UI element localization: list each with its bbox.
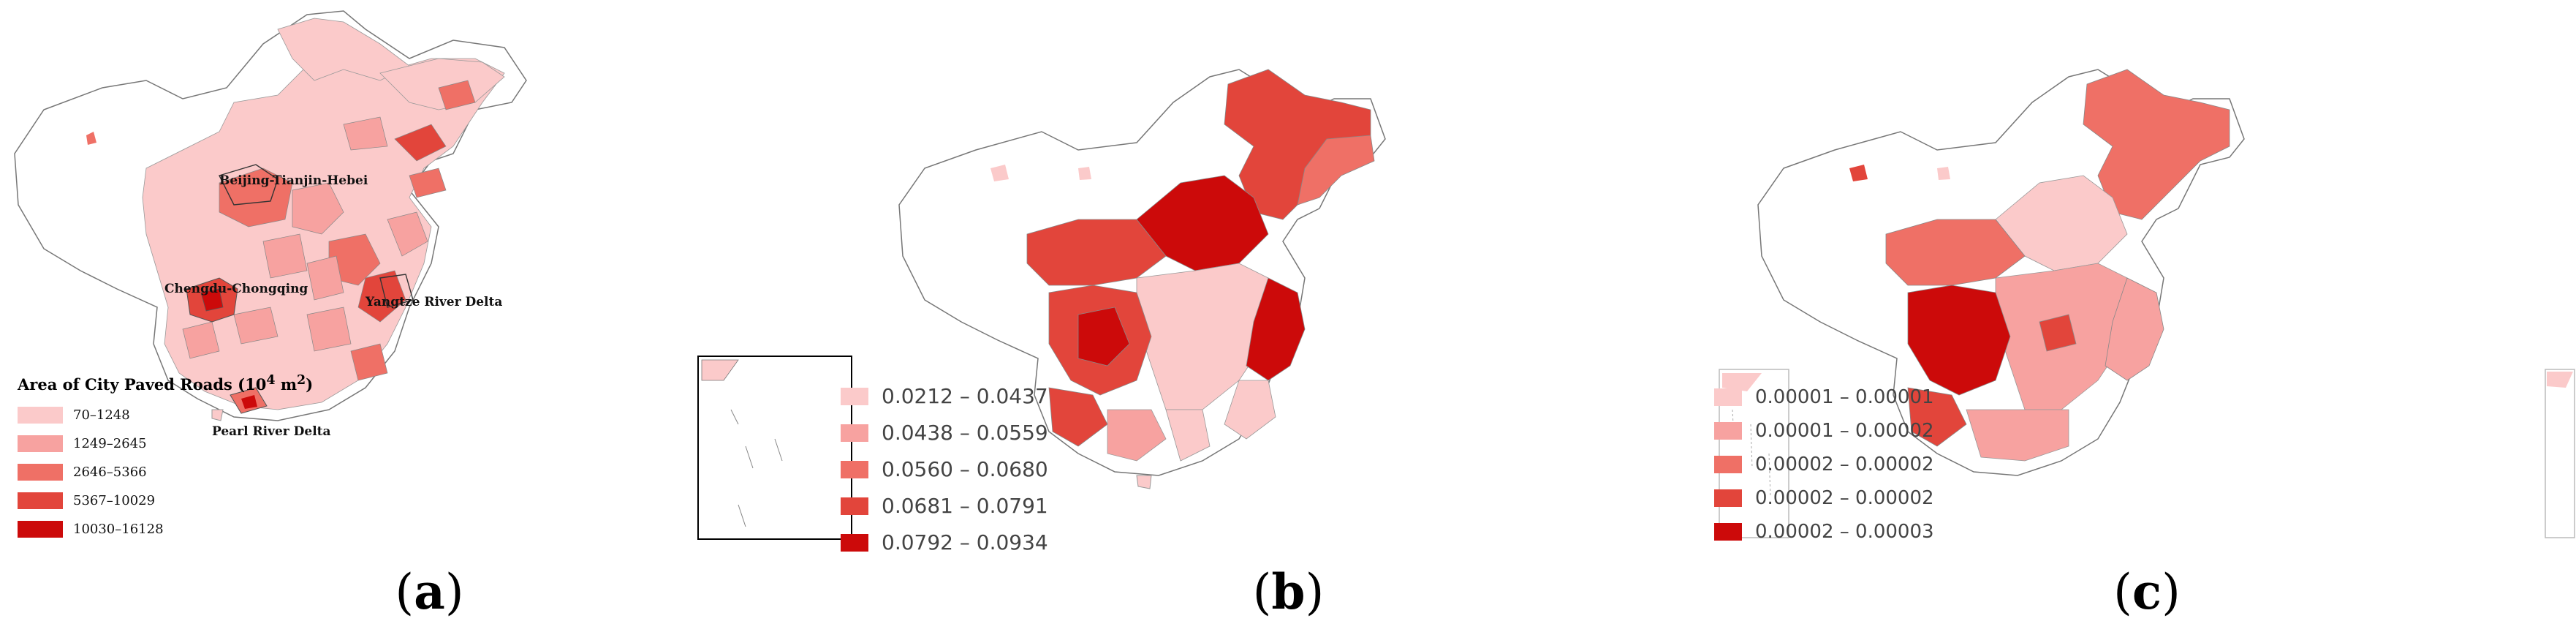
legend-item: 5367–10029 [18, 492, 313, 509]
legend-title-a: Area of City Paved Roads (104 m2) [18, 373, 314, 394]
caption-c: (c) [2113, 563, 2181, 620]
legend-item: 0.0560 – 0.0680 [841, 457, 1048, 481]
legend-item: 2646–5366 [18, 464, 313, 481]
legend-item: 0.00002 – 0.00003 [1714, 521, 1934, 543]
map-a: Beijing-Tianjin-Hebei Yangtze River Delt… [14, 10, 852, 540]
region-label-beijing: Beijing-Tianjin-Hebei [219, 173, 368, 188]
legend-item: 0.00002 – 0.00002 [1714, 487, 1934, 509]
south-china-sea-inset-right-c [2545, 369, 2575, 538]
legend-item: 0.0212 – 0.0437 [841, 384, 1048, 408]
legend-a: Area of City Paved Roads (104 m2) 70–124… [18, 373, 313, 549]
panel-a: Beijing-Tianjin-Hebei Yangtze River Delt… [0, 0, 859, 643]
map-c [1719, 69, 2575, 538]
panel-b: 0.0212 – 0.0437 0.0438 – 0.0559 0.0560 –… [841, 0, 1718, 643]
legend-c: 0.00001 – 0.00001 0.00001 – 0.00002 0.00… [1714, 386, 1934, 554]
legend-item: 0.0438 – 0.0559 [841, 421, 1048, 445]
region-label-pearl: Pearl River Delta [212, 424, 331, 439]
map-b [898, 69, 1386, 489]
legend-item: 0.0792 – 0.0934 [841, 530, 1048, 554]
legend-item: 1249–2645 [18, 435, 313, 452]
panel-c: 0.00001 – 0.00001 0.00001 – 0.00002 0.00… [1714, 0, 2576, 643]
legend-item: 0.00002 – 0.00002 [1714, 454, 1934, 475]
caption-a: (a) [395, 563, 464, 620]
legend-item: 10030–16128 [18, 521, 313, 538]
legend-item: 70–1248 [18, 407, 313, 424]
south-china-sea-inset-a [697, 356, 852, 540]
legend-item: 0.00001 – 0.00002 [1714, 420, 1934, 442]
legend-item: 0.0681 – 0.0791 [841, 494, 1048, 518]
region-label-chengdu: Chengdu-Chongqing [164, 282, 308, 296]
legend-b: 0.0212 – 0.0437 0.0438 – 0.0559 0.0560 –… [841, 384, 1048, 567]
legend-item: 0.00001 – 0.00001 [1714, 386, 1934, 408]
caption-b: (b) [1252, 563, 1325, 620]
region-label-yangtze: Yangtze River Delta [365, 295, 502, 309]
